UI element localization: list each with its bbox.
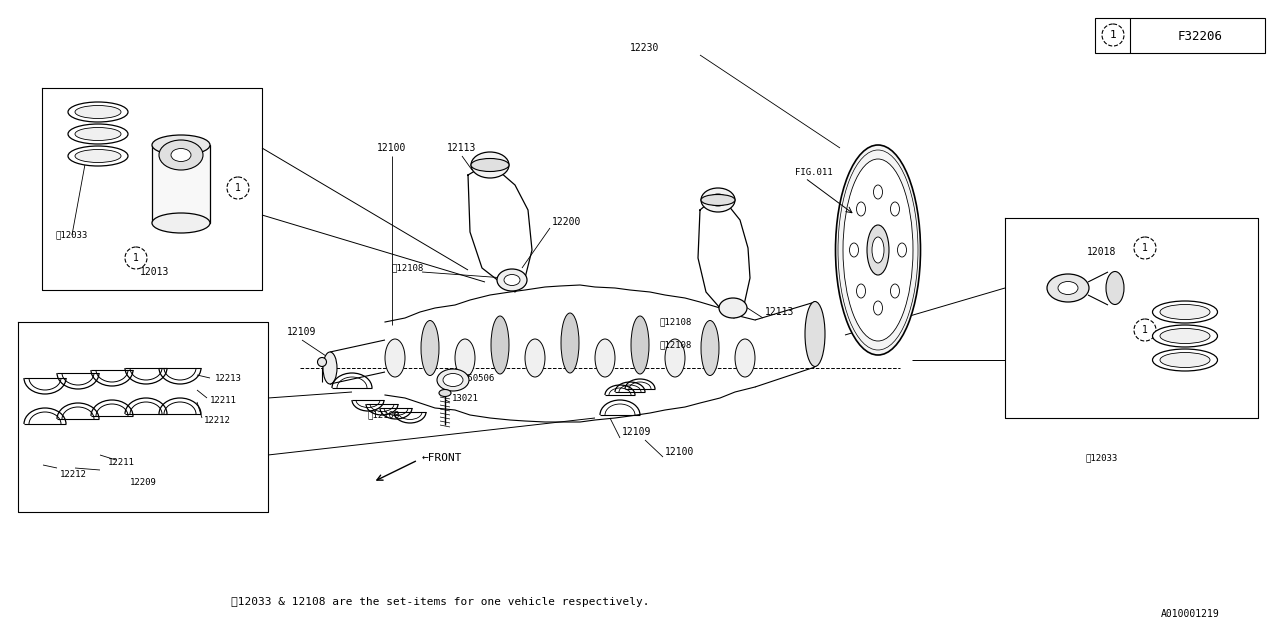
Ellipse shape	[385, 339, 404, 377]
Ellipse shape	[1160, 328, 1210, 344]
Bar	[152, 145, 210, 223]
Text: 12100: 12100	[666, 447, 694, 457]
Text: 12109: 12109	[287, 327, 316, 337]
Ellipse shape	[872, 237, 884, 263]
Ellipse shape	[172, 148, 191, 161]
Text: 12018: 12018	[1087, 247, 1116, 257]
Text: ←FRONT: ←FRONT	[422, 453, 462, 463]
Ellipse shape	[68, 146, 128, 166]
Ellipse shape	[873, 185, 882, 199]
Text: ※12108: ※12108	[369, 410, 401, 419]
Text: 12211: 12211	[210, 396, 237, 404]
Ellipse shape	[152, 213, 210, 233]
Bar	[1094, 18, 1265, 53]
Ellipse shape	[595, 339, 614, 377]
Text: ※12033: ※12033	[55, 230, 87, 239]
Ellipse shape	[856, 284, 865, 298]
Ellipse shape	[850, 243, 859, 257]
Ellipse shape	[159, 140, 204, 170]
Text: 12200: 12200	[552, 217, 581, 227]
Text: 12100: 12100	[378, 143, 407, 153]
Ellipse shape	[873, 301, 882, 315]
Ellipse shape	[735, 339, 755, 377]
Text: E50506: E50506	[462, 374, 494, 383]
Ellipse shape	[436, 369, 468, 391]
Ellipse shape	[666, 339, 685, 377]
Ellipse shape	[480, 159, 500, 172]
Ellipse shape	[631, 316, 649, 374]
Ellipse shape	[152, 135, 210, 155]
Text: 12113: 12113	[447, 143, 476, 153]
Ellipse shape	[443, 374, 463, 387]
Ellipse shape	[891, 202, 900, 216]
Ellipse shape	[471, 152, 509, 178]
Ellipse shape	[492, 316, 509, 374]
Ellipse shape	[504, 275, 520, 285]
Text: F32206: F32206	[1178, 29, 1222, 42]
Ellipse shape	[701, 321, 719, 376]
Ellipse shape	[836, 145, 920, 355]
Text: 12109: 12109	[622, 427, 652, 437]
Text: 12212: 12212	[60, 470, 87, 479]
Ellipse shape	[76, 127, 122, 141]
Ellipse shape	[317, 358, 326, 367]
Ellipse shape	[471, 159, 509, 172]
Ellipse shape	[1160, 353, 1210, 367]
Ellipse shape	[68, 102, 128, 122]
Text: 1: 1	[133, 253, 140, 263]
Ellipse shape	[844, 159, 913, 341]
Ellipse shape	[1152, 325, 1217, 347]
Ellipse shape	[701, 195, 735, 205]
Text: 12013: 12013	[141, 267, 170, 277]
Text: 12212: 12212	[204, 415, 230, 424]
Ellipse shape	[323, 352, 337, 384]
Text: ※12108: ※12108	[660, 317, 692, 326]
Text: FIG.011: FIG.011	[795, 168, 832, 177]
Ellipse shape	[439, 390, 451, 397]
Text: 12209: 12209	[131, 477, 157, 486]
Ellipse shape	[525, 339, 545, 377]
Text: ※12033 & 12108 are the set-items for one vehicle respectively.: ※12033 & 12108 are the set-items for one…	[230, 597, 649, 607]
Text: 12211: 12211	[108, 458, 134, 467]
Ellipse shape	[561, 313, 579, 373]
Text: 12213: 12213	[215, 374, 242, 383]
Text: 12113: 12113	[765, 307, 795, 317]
Ellipse shape	[897, 243, 906, 257]
Ellipse shape	[709, 194, 727, 206]
Ellipse shape	[1059, 282, 1078, 294]
Ellipse shape	[805, 301, 826, 367]
Ellipse shape	[1106, 271, 1124, 305]
Ellipse shape	[701, 188, 735, 212]
Ellipse shape	[454, 339, 475, 377]
Text: A010001219: A010001219	[1161, 609, 1220, 619]
Text: 1: 1	[236, 183, 241, 193]
Ellipse shape	[497, 269, 527, 291]
Text: ※12033: ※12033	[1085, 454, 1119, 463]
Ellipse shape	[856, 202, 865, 216]
Text: 1: 1	[1142, 243, 1148, 253]
Ellipse shape	[1160, 305, 1210, 319]
Text: 13021: 13021	[452, 394, 479, 403]
Ellipse shape	[1152, 349, 1217, 371]
Ellipse shape	[891, 284, 900, 298]
Ellipse shape	[76, 106, 122, 118]
Text: ※12108: ※12108	[660, 340, 692, 349]
Text: 12230: 12230	[630, 43, 659, 53]
Text: ※12108: ※12108	[392, 264, 424, 273]
Ellipse shape	[68, 124, 128, 144]
Ellipse shape	[719, 298, 748, 318]
Ellipse shape	[1152, 301, 1217, 323]
Text: 1: 1	[1142, 325, 1148, 335]
Ellipse shape	[867, 225, 890, 275]
Ellipse shape	[1047, 274, 1089, 302]
Ellipse shape	[421, 321, 439, 376]
Ellipse shape	[76, 150, 122, 163]
Text: 1: 1	[1110, 30, 1116, 40]
